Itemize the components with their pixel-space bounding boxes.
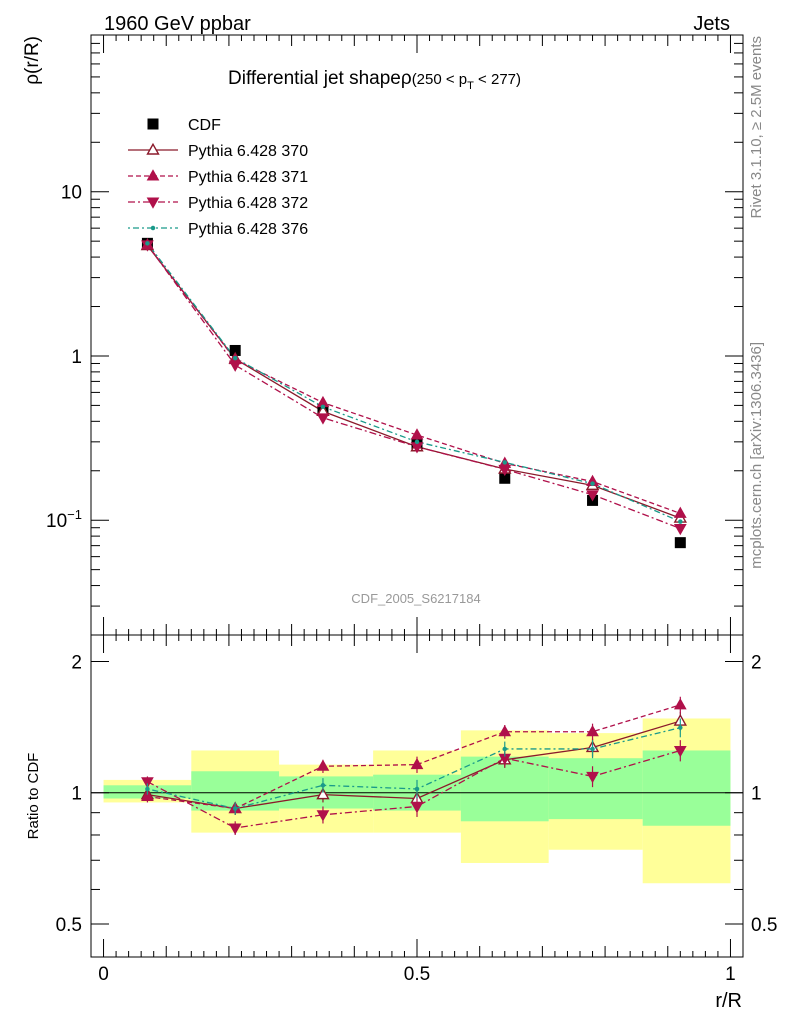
main-ylabel: ρ(r/R)	[22, 36, 43, 85]
ratio-ylabel: Ratio to CDF	[25, 753, 42, 840]
ratio-point	[502, 746, 508, 752]
process-title: Jets	[693, 13, 730, 35]
rivet-label: Rivet 3.1.10, ≥ 2.5M events	[748, 36, 765, 219]
main-point	[499, 472, 511, 484]
ratio-point	[410, 757, 424, 770]
ratio-xtick-label: 0.5	[404, 964, 430, 985]
ratio-point	[320, 783, 326, 788]
legend-label: Pythia 6.428 376	[188, 221, 308, 238]
energy-title: 1960 GeV ppbar	[104, 13, 251, 35]
main-point	[141, 240, 154, 252]
main-title: Differential jet shapeρ(250 < pT < 277)	[228, 68, 521, 92]
ratio-ytick-label: 0.5	[56, 915, 82, 936]
ratio-point	[590, 746, 595, 752]
analysis-watermark: CDF_2005_S6217184	[351, 591, 480, 606]
main-point	[316, 413, 330, 425]
ratio-xlabel: r/R	[715, 990, 742, 1012]
ratio-frame	[90, 634, 744, 958]
legend-marker	[146, 142, 160, 155]
main-point	[229, 344, 241, 356]
legend-marker	[146, 197, 160, 209]
ratio-point	[228, 823, 242, 835]
main-point	[232, 355, 238, 361]
uncertainty-band-inner	[548, 758, 643, 820]
legend: CDF Pythia 6.428 370 Pythia 6.428 371 Pythi…	[128, 117, 308, 238]
ratio-point	[673, 745, 687, 758]
main-point	[410, 428, 424, 440]
ratio-point	[586, 724, 599, 737]
main-ytick-label-exponent: −1	[67, 507, 82, 522]
ratio-point	[673, 698, 687, 710]
ratio-xtick-label: 1	[725, 964, 736, 985]
main-series-line	[146, 242, 681, 523]
ratio-point	[232, 806, 238, 811]
main-title-cut: (250 < p	[412, 71, 467, 88]
ratio-ytick-label-right: 0.5	[751, 915, 777, 936]
legend-label: Pythia 6.428 372	[188, 195, 308, 212]
main-series-line	[146, 245, 681, 519]
legend-marker	[146, 169, 160, 181]
ratio-ytick-label: 2	[71, 652, 82, 673]
main-ytick-label: 10−1	[46, 507, 82, 532]
main-ytick-label-base: 10	[61, 183, 82, 204]
legend-marker	[147, 118, 159, 130]
main-point	[320, 404, 326, 410]
legend-marker	[150, 225, 156, 231]
main-point	[673, 506, 687, 518]
main-title-cut-end: < 277)	[474, 71, 521, 88]
ratio-point	[316, 759, 330, 771]
main-ytick-label: 1	[71, 347, 82, 368]
main-ytick-label-base: 1	[71, 347, 82, 368]
main-point	[414, 439, 420, 445]
main-point	[498, 464, 512, 477]
ratio-point	[414, 786, 420, 792]
main-point	[145, 241, 150, 246]
main-point	[228, 360, 242, 372]
ratio-point	[586, 771, 599, 784]
main-point	[678, 519, 683, 524]
ratio-point	[141, 777, 154, 789]
main-point	[673, 524, 687, 536]
main-series-line	[146, 244, 681, 515]
ratio-point	[141, 789, 154, 802]
main-point	[586, 490, 599, 502]
ratio-ytick-label-right: 1	[751, 784, 762, 805]
main-ytick-label-base: 10	[46, 511, 67, 532]
ratio-panel: 0.5 0.5 1 1 2 2 0 0.5 1 Ratio to CDF r/R	[25, 634, 777, 1012]
main-ytick-label: 10	[61, 183, 82, 204]
main-point	[674, 537, 686, 549]
uncertainty-band-inner	[642, 750, 731, 826]
main-point	[502, 460, 508, 465]
ratio-xtick-label: 0	[98, 964, 109, 985]
ratio-point	[678, 725, 683, 730]
ratio-point	[410, 801, 424, 814]
ratio-ytick-label-right: 2	[751, 652, 762, 673]
ratio-point	[316, 810, 330, 822]
main-series-line	[146, 244, 681, 530]
main-point	[590, 481, 595, 486]
ratio-point	[316, 787, 330, 800]
legend-label: Pythia 6.428 370	[188, 143, 308, 160]
main-title-cut-sub: T	[467, 80, 474, 92]
legend-label: Pythia 6.428 371	[188, 169, 308, 186]
ratio-point	[498, 724, 512, 737]
ratio-ytick-label: 1	[71, 784, 82, 805]
main-title-text: Differential jet shapeρ	[228, 68, 412, 89]
source-label: mcplots.cern.ch [arXiv:1306.3436]	[748, 342, 765, 569]
ratio-point	[145, 786, 150, 792]
legend-label: CDF	[188, 117, 221, 134]
